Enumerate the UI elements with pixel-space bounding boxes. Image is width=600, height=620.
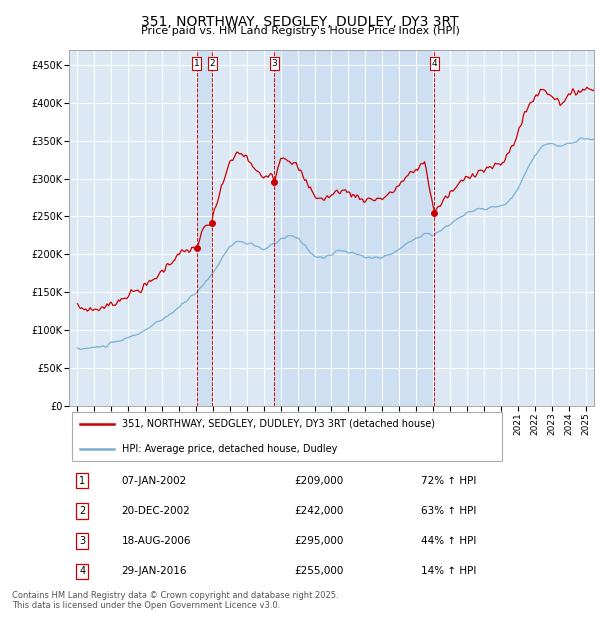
Text: 14% ↑ HPI: 14% ↑ HPI bbox=[421, 567, 476, 577]
Text: 4: 4 bbox=[431, 59, 437, 68]
Bar bbox=[197, 50, 212, 406]
FancyBboxPatch shape bbox=[71, 412, 502, 461]
Text: 72% ↑ HPI: 72% ↑ HPI bbox=[421, 476, 476, 485]
Bar bbox=[274, 50, 434, 406]
Text: 351, NORTHWAY, SEDGLEY, DUDLEY, DY3 3RT (detached house): 351, NORTHWAY, SEDGLEY, DUDLEY, DY3 3RT … bbox=[121, 418, 434, 429]
Text: £255,000: £255,000 bbox=[295, 567, 344, 577]
Text: Contains HM Land Registry data © Crown copyright and database right 2025.
This d: Contains HM Land Registry data © Crown c… bbox=[12, 590, 338, 610]
Text: 2: 2 bbox=[79, 506, 85, 516]
Text: HPI: Average price, detached house, Dudley: HPI: Average price, detached house, Dudl… bbox=[121, 444, 337, 454]
Text: 63% ↑ HPI: 63% ↑ HPI bbox=[421, 506, 476, 516]
Text: 20-DEC-2002: 20-DEC-2002 bbox=[121, 506, 190, 516]
Text: £242,000: £242,000 bbox=[295, 506, 344, 516]
Text: 351, NORTHWAY, SEDGLEY, DUDLEY, DY3 3RT: 351, NORTHWAY, SEDGLEY, DUDLEY, DY3 3RT bbox=[141, 16, 459, 30]
Text: 44% ↑ HPI: 44% ↑ HPI bbox=[421, 536, 476, 546]
Text: 07-JAN-2002: 07-JAN-2002 bbox=[121, 476, 187, 485]
Text: 4: 4 bbox=[79, 567, 85, 577]
Text: £295,000: £295,000 bbox=[295, 536, 344, 546]
Text: 3: 3 bbox=[272, 59, 277, 68]
Text: Price paid vs. HM Land Registry's House Price Index (HPI): Price paid vs. HM Land Registry's House … bbox=[140, 26, 460, 36]
Text: 1: 1 bbox=[79, 476, 85, 485]
Text: 3: 3 bbox=[79, 536, 85, 546]
Text: 2: 2 bbox=[209, 59, 215, 68]
Text: 29-JAN-2016: 29-JAN-2016 bbox=[121, 567, 187, 577]
Text: 18-AUG-2006: 18-AUG-2006 bbox=[121, 536, 191, 546]
Text: £209,000: £209,000 bbox=[295, 476, 344, 485]
Text: 1: 1 bbox=[194, 59, 199, 68]
